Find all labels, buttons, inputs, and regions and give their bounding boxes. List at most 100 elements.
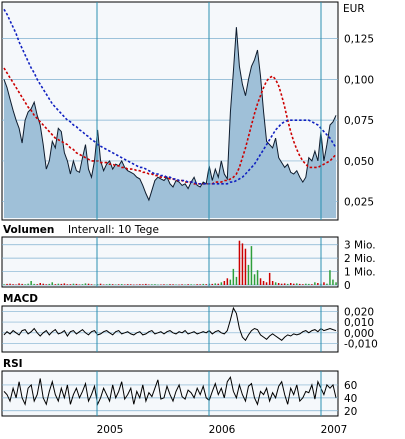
volume-tick-label: 3 Mio. <box>344 240 376 252</box>
volume-tick-label: 2 Mio. <box>344 253 376 265</box>
volume-bar <box>30 281 32 285</box>
volume-tick-label: 1 Mio. <box>344 267 376 279</box>
volume-bar <box>196 284 198 285</box>
volume-bar <box>247 264 250 285</box>
volume-bars <box>3 240 337 286</box>
macd-tick-label: 0,010 <box>344 317 374 329</box>
volume-bar <box>154 284 156 285</box>
volume-bar <box>15 284 17 285</box>
x-tick-label: 2006 <box>209 424 236 436</box>
macd-line-series <box>3 306 337 342</box>
volume-bar <box>283 283 286 285</box>
volume-bar <box>27 283 29 285</box>
volume-bar <box>256 270 259 285</box>
volume-bar <box>193 284 195 285</box>
volume-bar <box>305 283 307 285</box>
price-tick-label: 0,100 <box>344 74 374 86</box>
volume-bar <box>24 284 26 285</box>
volume-bar <box>54 284 57 285</box>
volume-bar <box>265 282 268 285</box>
volume-bar <box>105 284 108 285</box>
volume-tick-label: 0 <box>344 280 351 292</box>
volume-bar <box>3 284 5 285</box>
volume-bar <box>78 284 81 285</box>
volume-bar <box>299 283 301 285</box>
volume-bar <box>127 284 129 285</box>
rsi-tick-label: 20 <box>344 406 357 418</box>
year-divider-lines <box>96 2 322 416</box>
rsi-tick-label: 40 <box>344 393 357 405</box>
volume-bar <box>142 284 144 285</box>
price-panel: EUR 0,125 0,100 0,075 0,050 0,025 <box>1 1 374 221</box>
volume-bar <box>250 246 253 285</box>
volume-bar <box>111 284 114 285</box>
price-tick-label: 0,025 <box>344 197 374 209</box>
volume-bar <box>302 284 304 285</box>
volume-bar <box>326 283 328 285</box>
volume-bar <box>172 284 174 285</box>
volume-bar <box>72 283 75 285</box>
moving-average-line <box>3 67 337 185</box>
x-tick-label: 2005 <box>97 424 124 436</box>
volume-bar <box>102 284 105 285</box>
volume-bar <box>329 270 331 285</box>
volume-bar <box>93 284 96 286</box>
volume-bar <box>287 283 289 285</box>
rsi-title: RSI <box>3 358 23 370</box>
volume-bar <box>184 284 186 285</box>
volume-panel-bg <box>1 236 339 288</box>
volume-bar <box>205 284 207 285</box>
volume-bar <box>66 284 69 285</box>
volume-bar <box>69 284 72 285</box>
volume-bar <box>124 284 126 285</box>
price-tick-label: 0,075 <box>344 115 374 127</box>
volume-bar <box>274 282 277 285</box>
volume-bar <box>12 284 14 285</box>
volume-bar <box>157 284 159 286</box>
volume-bar <box>75 283 78 285</box>
volume-bar <box>332 279 334 285</box>
volume-bar <box>81 284 84 285</box>
volume-bar <box>148 284 150 285</box>
volume-bar <box>21 283 23 285</box>
volume-bar <box>33 283 35 285</box>
volume-bar <box>42 283 44 285</box>
volume-bar <box>280 283 283 285</box>
volume-bar <box>6 283 8 285</box>
price-area-fill <box>4 27 336 219</box>
volume-bar <box>296 283 298 285</box>
price-y-axis-ticks: 0,125 0,100 0,075 0,050 0,025 <box>344 34 374 209</box>
volume-bar <box>48 283 50 285</box>
volume-bar <box>190 284 192 285</box>
volume-bar <box>241 243 244 285</box>
volume-bar <box>18 283 20 285</box>
volume-interval: Intervall: 10 Tege <box>68 224 159 236</box>
volume-bar <box>293 283 295 285</box>
volume-bar <box>259 278 262 285</box>
volume-bar <box>163 284 165 285</box>
volume-bar <box>214 283 216 285</box>
volume-bar <box>121 284 123 285</box>
volume-bar <box>335 282 337 285</box>
volume-bar <box>60 283 63 285</box>
rsi-line-series <box>3 375 337 406</box>
volume-bar <box>223 281 226 285</box>
volume-bar <box>90 284 93 285</box>
volume-bar <box>235 276 238 285</box>
volume-bar <box>232 268 235 285</box>
volume-panel: Volumen Intervall: 10 Tege 3 Mio.2 Mio. 1… <box>1 224 376 292</box>
macd-tick-label: -0,010 <box>344 339 378 351</box>
volume-bar <box>311 284 313 285</box>
volume-bar <box>175 284 177 285</box>
volume-bar <box>199 284 201 285</box>
volume-bar <box>160 284 162 285</box>
volume-bar <box>217 283 219 285</box>
currency-label: EUR <box>343 3 365 15</box>
volume-bar <box>130 284 132 285</box>
volume-bar <box>84 283 87 285</box>
